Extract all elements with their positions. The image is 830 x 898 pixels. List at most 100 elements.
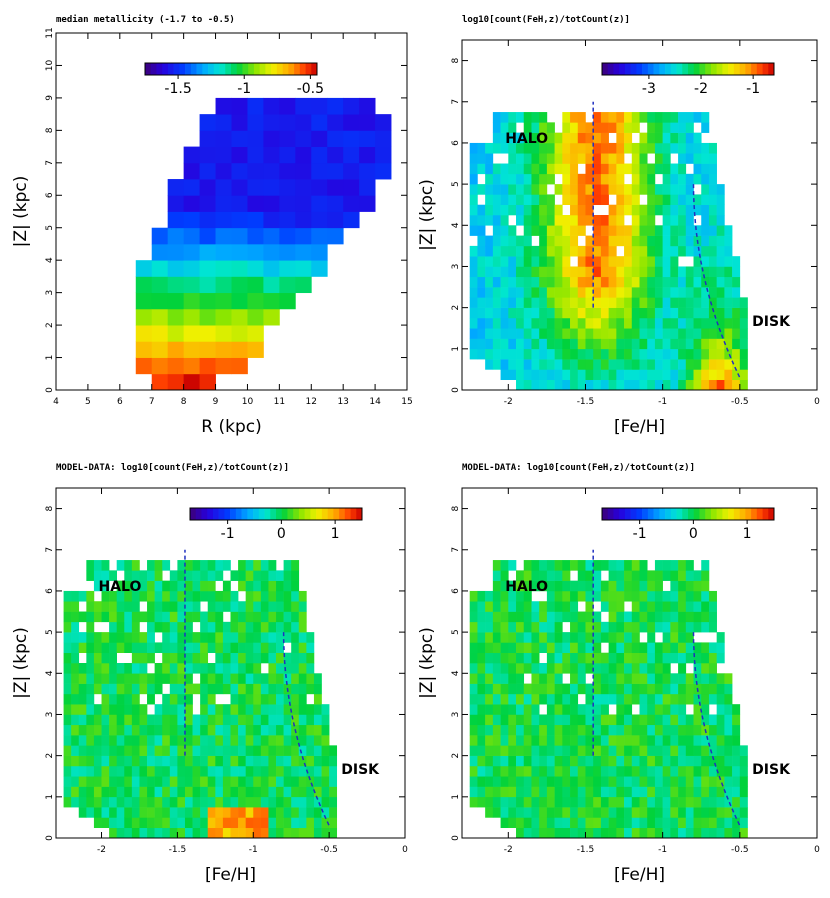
heatmap-cell xyxy=(147,714,155,726)
heatmap-cell xyxy=(523,173,532,185)
heatmap-cell xyxy=(531,745,540,756)
heatmap-cell xyxy=(215,570,224,581)
heatmap-cell xyxy=(739,765,748,777)
heatmap-cell xyxy=(693,714,702,726)
colorbar-swatch xyxy=(722,63,729,75)
heatmap-cell xyxy=(724,307,733,319)
heatmap-cell xyxy=(608,338,617,350)
heatmap-cell xyxy=(732,287,741,298)
heatmap-cell xyxy=(477,611,486,623)
heatmap-cell xyxy=(215,776,224,787)
heatmap-cell xyxy=(562,590,571,602)
heatmap-cell xyxy=(260,611,269,623)
heatmap-cell xyxy=(593,359,602,370)
heatmap-cell xyxy=(685,755,694,767)
heatmap-cell xyxy=(631,611,640,623)
heatmap-cell xyxy=(608,163,617,175)
heatmap-cell xyxy=(135,325,153,342)
heatmap-cell xyxy=(608,632,617,643)
heatmap-cell xyxy=(93,683,102,695)
heatmap-cell xyxy=(485,632,494,643)
colorbar-swatch xyxy=(745,63,752,75)
heatmap-cell xyxy=(516,338,525,350)
heatmap-cell xyxy=(192,580,201,592)
heatmap-cell xyxy=(716,225,725,236)
heatmap-cell xyxy=(109,704,117,715)
heatmap-cell xyxy=(306,724,315,736)
heatmap-cell xyxy=(716,704,725,715)
heatmap-cell xyxy=(192,642,201,654)
heatmap-cell xyxy=(600,287,609,298)
heatmap-cell xyxy=(86,642,95,654)
heatmap-cell xyxy=(311,97,328,115)
heatmap-cell xyxy=(608,276,617,288)
heatmap-cell xyxy=(678,683,687,695)
heatmap-cell xyxy=(570,714,579,726)
heatmap-cell xyxy=(539,112,548,123)
heatmap-cell xyxy=(577,735,586,746)
heatmap-cell xyxy=(469,704,478,715)
heatmap-cell xyxy=(708,652,717,664)
heatmap-cell xyxy=(639,235,648,247)
heatmap-cell xyxy=(215,663,224,674)
heatmap-cell xyxy=(554,276,563,288)
heatmap-cell xyxy=(154,621,163,633)
heatmap-cell xyxy=(585,827,594,839)
colorbar-swatch xyxy=(248,63,255,75)
heatmap-cell xyxy=(192,663,201,674)
heatmap-cell xyxy=(639,256,648,267)
heatmap-cell xyxy=(321,755,330,767)
heatmap-cell xyxy=(124,560,133,571)
heatmap-cell xyxy=(531,276,540,288)
heatmap-cell xyxy=(716,724,725,736)
heatmap-cell xyxy=(313,745,322,756)
heatmap-cell xyxy=(477,142,486,154)
heatmap-cell xyxy=(654,590,663,602)
heatmap-cell xyxy=(283,807,292,818)
colorbar-swatch xyxy=(630,508,637,520)
heatmap-cell xyxy=(585,215,594,226)
heatmap-cell xyxy=(469,173,478,185)
plot-frame xyxy=(55,487,406,839)
heatmap-cell xyxy=(306,776,315,787)
heatmap-cell xyxy=(678,297,687,308)
heatmap-cell xyxy=(169,590,178,602)
heatmap-cell xyxy=(616,153,625,164)
heatmap-cell xyxy=(670,276,679,288)
heatmap-cell xyxy=(593,817,602,829)
heatmap-cell xyxy=(562,338,571,350)
heatmap-cell xyxy=(238,570,246,581)
heatmap-cell xyxy=(469,652,478,664)
heatmap-cell xyxy=(147,621,155,633)
heatmap-cell xyxy=(662,817,671,829)
heatmap-cell xyxy=(523,570,532,581)
heatmap-cell xyxy=(654,266,663,278)
heatmap-cell xyxy=(662,704,671,715)
heatmap-cell xyxy=(593,225,602,236)
heatmap-cell xyxy=(124,724,133,736)
heatmap-cell xyxy=(716,735,725,746)
heatmap-cell xyxy=(701,359,710,370)
heatmap-cell xyxy=(600,693,609,705)
heatmap-cell xyxy=(222,796,231,808)
heatmap-cell xyxy=(291,776,300,787)
heatmap-cell xyxy=(662,379,671,391)
heatmap-cell xyxy=(245,693,254,705)
y-tick-label: 1 xyxy=(45,355,55,361)
heatmap-cell xyxy=(477,663,486,674)
heatmap-cell xyxy=(546,786,555,798)
heatmap-cell xyxy=(500,632,509,643)
colorbar-swatch xyxy=(705,63,712,75)
heatmap-cell xyxy=(177,817,186,829)
heatmap-cell xyxy=(238,693,246,705)
heatmap-cell xyxy=(577,256,586,267)
heatmap-cell xyxy=(531,184,540,195)
heatmap-cell xyxy=(135,292,153,310)
heatmap-cell xyxy=(177,796,186,808)
heatmap-cell xyxy=(624,317,633,329)
heatmap-cell xyxy=(124,642,133,654)
heatmap-cell xyxy=(616,225,625,236)
heatmap-cell xyxy=(162,673,171,684)
heatmap-cell xyxy=(162,827,171,839)
heatmap-cell xyxy=(245,621,254,633)
